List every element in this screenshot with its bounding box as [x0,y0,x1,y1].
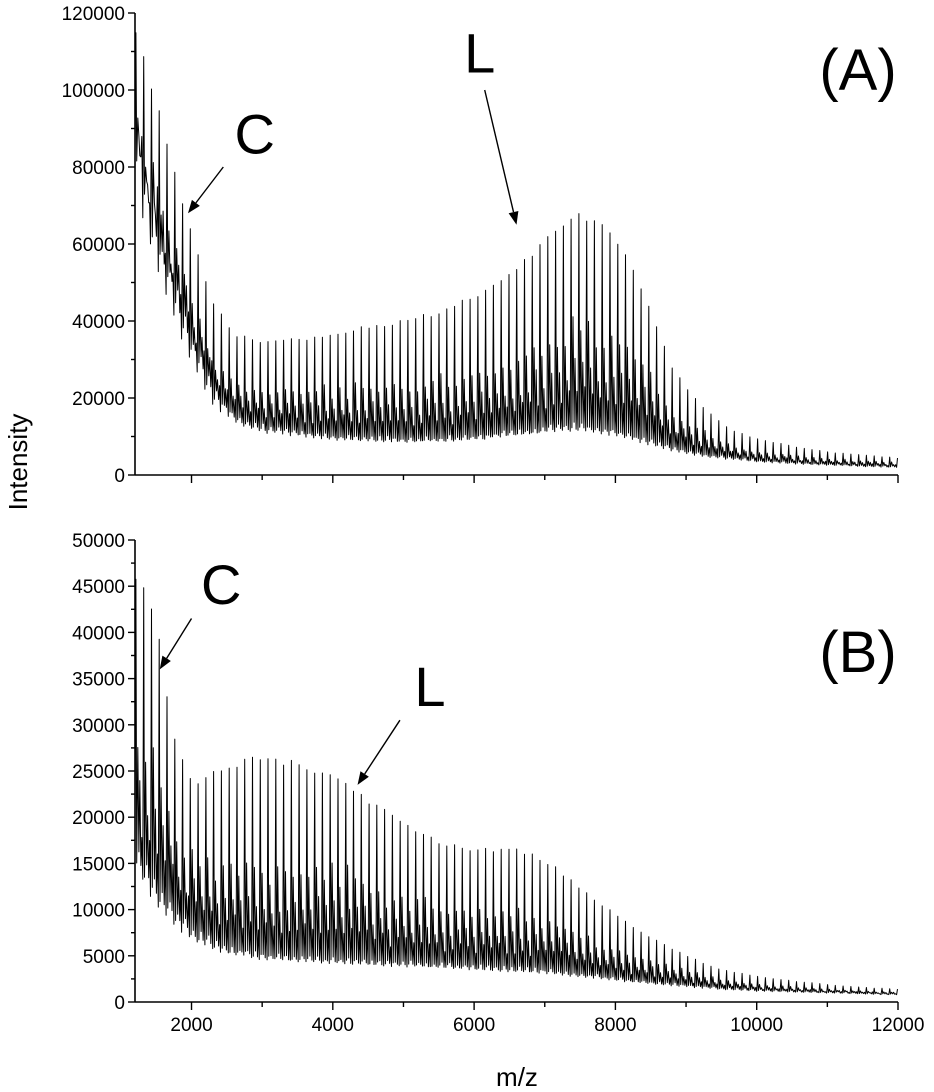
annotation-arrowhead [187,199,200,214]
x-tick-label: 2000 [170,1015,212,1036]
annotation-label-l: L [414,655,445,718]
panel-label: (B) [819,620,896,685]
annotation-label-c: C [234,103,274,166]
spectrum-trace [134,578,898,996]
x-tick-label: 6000 [453,1015,495,1036]
annotation-label-c: C [201,553,241,616]
annotation-arrowhead [159,655,171,670]
annotation-label-l: L [464,22,495,85]
x-tick-label: 4000 [312,1015,354,1036]
y-tick-label: 120000 [62,4,125,25]
y-tick-label: 5000 [83,947,125,968]
panel-label: (A) [819,38,896,103]
y-tick-label: 15000 [72,854,125,875]
y-tick-label: 60000 [72,235,125,256]
panel-a: 0 20000 40000 60000 80000 100000 120000 (A) C L [62,4,899,487]
y-tick-label: 100000 [62,81,125,102]
y-tick-label: 20000 [72,808,125,829]
y-tick-label: 0 [114,466,125,487]
y-tick-label: 50000 [72,531,125,552]
y-tick-label: 40000 [72,312,125,333]
y-tick-label: 40000 [72,623,125,644]
y-axis-title: Intensity [3,414,33,511]
panel-b: 0 5000 10000 15000 20000 25000 30000 35000 40000… [72,531,924,1036]
annotation-arrow [166,618,193,659]
y-tick-label: 10000 [72,901,125,922]
y-tick-label: 80000 [72,158,125,179]
x-axis-title: m/z [496,1062,538,1092]
annotation-arrow [195,166,224,204]
x-tick-label: 8000 [594,1015,636,1036]
annotation-arrowhead [508,210,519,225]
x-tick-label: 10000 [730,1015,783,1036]
spectrum-trace [134,32,898,468]
y-tick-label: 25000 [72,762,125,783]
annotation-arrowhead [357,771,369,785]
y-tick-label: 45000 [72,577,125,598]
y-tick-label: 30000 [72,716,125,737]
y-tick-label: 20000 [72,389,125,410]
y-tick-label: 35000 [72,670,125,691]
annotation-arrow [484,89,515,213]
annotation-arrow [364,719,401,775]
x-tick-label: 12000 [872,1015,925,1036]
y-tick-label: 0 [114,993,125,1014]
